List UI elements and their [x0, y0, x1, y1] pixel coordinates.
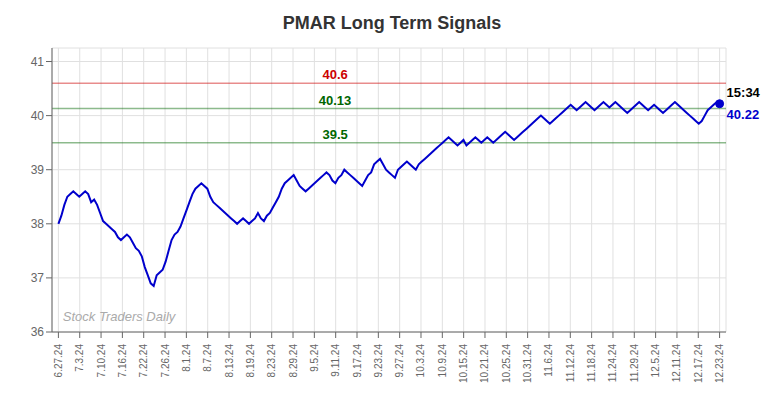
svg-text:9.27.24: 9.27.24	[394, 344, 405, 378]
svg-text:11.24.24: 11.24.24	[607, 344, 618, 383]
svg-text:10.15.24: 10.15.24	[458, 344, 469, 383]
svg-text:10.21.24: 10.21.24	[479, 344, 490, 383]
svg-text:7.16.24: 7.16.24	[117, 344, 128, 378]
svg-text:39.5: 39.5	[322, 127, 347, 142]
svg-text:7.26.24: 7.26.24	[160, 344, 171, 378]
svg-text:11.12.24: 11.12.24	[565, 344, 576, 383]
svg-text:10.25.24: 10.25.24	[501, 344, 512, 383]
svg-text:Stock Traders Daily: Stock Traders Daily	[63, 309, 177, 324]
svg-text:9.17.24: 9.17.24	[352, 344, 363, 378]
svg-text:38: 38	[31, 217, 45, 231]
svg-text:12.17.24: 12.17.24	[693, 344, 704, 383]
svg-text:10.3.24: 10.3.24	[415, 344, 426, 378]
svg-text:12.11.24: 12.11.24	[671, 344, 682, 383]
svg-text:40.13: 40.13	[319, 93, 352, 108]
svg-text:12.5.24: 12.5.24	[650, 344, 661, 378]
svg-text:8.29.24: 8.29.24	[288, 344, 299, 378]
svg-text:40: 40	[31, 109, 45, 123]
svg-text:37: 37	[31, 271, 45, 285]
svg-text:8.23.24: 8.23.24	[266, 344, 277, 378]
svg-text:39: 39	[31, 163, 45, 177]
svg-text:40.6: 40.6	[322, 67, 347, 82]
svg-text:41: 41	[31, 55, 45, 69]
svg-text:7.22.24: 7.22.24	[138, 344, 149, 378]
svg-text:11.6.24: 11.6.24	[543, 344, 554, 377]
svg-text:9.5.24: 9.5.24	[309, 344, 320, 372]
svg-text:11.29.24: 11.29.24	[629, 344, 640, 383]
svg-text:10.9.24: 10.9.24	[437, 344, 448, 378]
svg-text:15:34: 15:34	[727, 85, 761, 100]
svg-text:7.3.24: 7.3.24	[74, 344, 85, 372]
svg-text:7.10.24: 7.10.24	[96, 344, 107, 378]
svg-text:9.23.24: 9.23.24	[373, 344, 384, 378]
svg-text:12.23.24: 12.23.24	[714, 344, 725, 383]
svg-text:8.7.24: 8.7.24	[202, 344, 213, 372]
svg-text:8.13.24: 8.13.24	[224, 344, 235, 378]
svg-text:9.11.24: 9.11.24	[330, 344, 341, 377]
svg-text:11.18.24: 11.18.24	[586, 344, 597, 383]
svg-text:8.1.24: 8.1.24	[181, 344, 192, 372]
svg-text:10.31.24: 10.31.24	[522, 344, 533, 383]
svg-text:40.22: 40.22	[727, 107, 760, 122]
svg-text:6.27.24: 6.27.24	[53, 344, 64, 378]
html-text:PMAR Long Term Signals: PMAR Long Term Signals	[282, 13, 502, 33]
svg-text:36: 36	[31, 325, 45, 339]
svg-text:8.19.24: 8.19.24	[245, 344, 256, 378]
